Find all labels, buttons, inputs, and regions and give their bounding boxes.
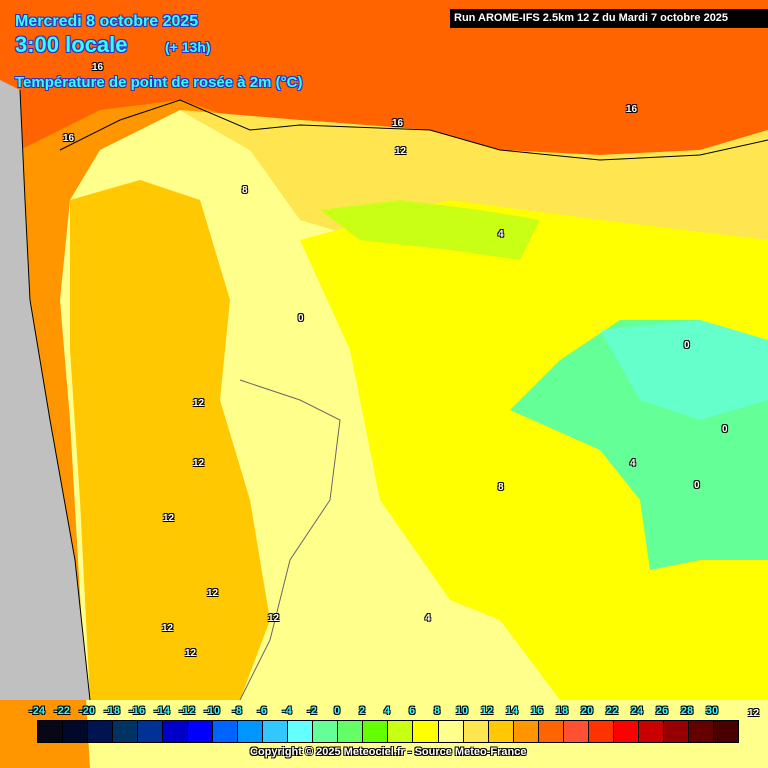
contour-label: 12 <box>207 588 219 599</box>
legend-swatch <box>263 721 289 742</box>
legend-tick: -20 <box>79 705 95 717</box>
copyright: Copyright © 2025 Meteociel.fr - Source M… <box>250 746 527 758</box>
legend-swatch <box>63 721 89 742</box>
legend-swatch <box>238 721 264 742</box>
border-line <box>239 379 341 701</box>
contour-label: 12 <box>193 398 205 409</box>
legend-tick: 20 <box>580 705 594 717</box>
contour-label: 12 <box>163 513 175 524</box>
legend-swatch <box>688 721 714 742</box>
legend-tick: 22 <box>605 705 619 717</box>
legend-tick: 10 <box>455 705 469 717</box>
contour-label: 4 <box>498 229 504 240</box>
legend-swatch <box>138 721 164 742</box>
contour-label: 16 <box>626 104 638 115</box>
sea-warm <box>0 0 768 160</box>
legend-swatch <box>488 721 514 742</box>
legend-swatch <box>513 721 539 742</box>
contour-label: 0 <box>722 424 728 435</box>
legend-tick: -16 <box>129 705 145 717</box>
legend-swatch <box>188 721 214 742</box>
legend-tick: 14 <box>505 705 519 717</box>
legend-swatch <box>388 721 414 742</box>
legend-swatch <box>338 721 364 742</box>
run-info: Run AROME-IFS 2.5km 12 Z du Mardi 7 octo… <box>450 9 768 28</box>
legend-tick: -2 <box>307 705 317 717</box>
contour-label: 4 <box>425 613 431 624</box>
contour-label: 16 <box>92 62 104 73</box>
legend-swatch <box>563 721 589 742</box>
legend-swatch <box>38 721 64 742</box>
forecast-date: Mercredi 8 octobre 2025 <box>15 13 199 30</box>
legend-tick: -10 <box>204 705 220 717</box>
legend-swatch <box>113 721 139 742</box>
contour-label: 16 <box>392 118 404 129</box>
legend-swatch <box>588 721 614 742</box>
legend-swatch <box>288 721 314 742</box>
legend-swatch <box>88 721 114 742</box>
legend-tick: 0 <box>333 705 341 717</box>
forecast-time: 3:00 locale <box>15 32 128 57</box>
legend-tick: 24 <box>630 705 644 717</box>
legend-tick: 8 <box>433 705 441 717</box>
contour-label: 12 <box>395 146 407 157</box>
legend-tick: 6 <box>408 705 416 717</box>
legend-tick: -4 <box>282 705 292 717</box>
legend-tick: -8 <box>232 705 242 717</box>
legend-tick: 26 <box>655 705 669 717</box>
contour-label: 12 <box>748 708 760 719</box>
legend-swatch <box>713 721 738 742</box>
legend-swatch <box>163 721 189 742</box>
legend-swatch <box>463 721 489 742</box>
green-light <box>600 320 768 420</box>
legend-tick: 4 <box>383 705 391 717</box>
legend-tick: -6 <box>257 705 267 717</box>
legend-swatch <box>363 721 389 742</box>
contour-label: 0 <box>298 313 304 324</box>
legend-tick: -24 <box>29 705 45 717</box>
contour-label: 0 <box>694 480 700 491</box>
legend-tick: 30 <box>705 705 719 717</box>
legend-tick: 12 <box>480 705 494 717</box>
contour-label: 8 <box>242 185 248 196</box>
legend-swatch <box>313 721 339 742</box>
legend-swatch <box>663 721 689 742</box>
contour-label: 12 <box>162 623 174 634</box>
legend-tick: -14 <box>154 705 170 717</box>
legend-swatch <box>438 721 464 742</box>
coastline <box>19 89 91 701</box>
legend-tick: -12 <box>179 705 195 717</box>
legend-tick: 2 <box>358 705 366 717</box>
legend-tick: -22 <box>54 705 70 717</box>
north-coastline <box>59 99 768 161</box>
legend-tick: 16 <box>530 705 544 717</box>
legend-swatch <box>638 721 664 742</box>
color-legend <box>37 720 739 743</box>
contour-label: 12 <box>185 648 197 659</box>
variable-title: Température de point de rosée à 2m (°C) <box>15 74 303 91</box>
contour-label: 12 <box>193 458 205 469</box>
legend-swatch <box>413 721 439 742</box>
legend-swatch <box>613 721 639 742</box>
green-north <box>320 200 540 260</box>
legend-tick: 18 <box>555 705 569 717</box>
legend-swatch <box>538 721 564 742</box>
forecast-lead: (+ 13h) <box>165 39 211 55</box>
contour-label: 12 <box>268 613 280 624</box>
west-land-orange <box>70 180 270 700</box>
contour-label: 0 <box>684 340 690 351</box>
legend-tick: 28 <box>680 705 694 717</box>
legend-swatch <box>213 721 239 742</box>
contour-label: 4 <box>630 458 636 469</box>
legend-tick: -18 <box>104 705 120 717</box>
contour-label: 8 <box>498 482 504 493</box>
contour-label: 16 <box>63 133 75 144</box>
